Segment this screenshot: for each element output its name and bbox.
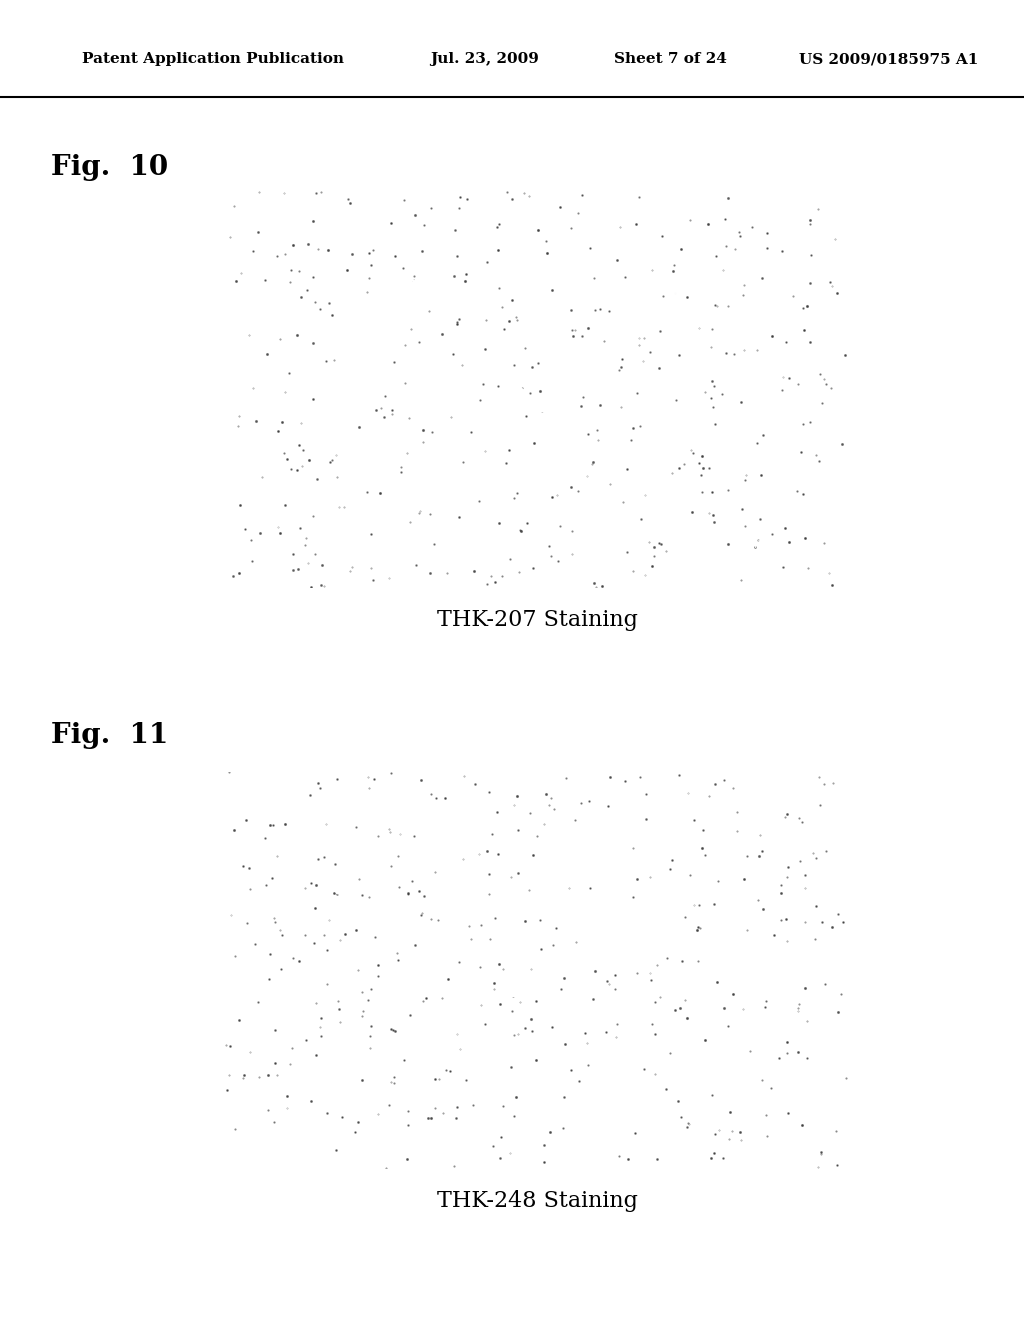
Text: 100 μm: 100 μm — [729, 537, 771, 548]
Text: 100 μm: 100 μm — [729, 1118, 771, 1129]
Text: Patent Application Publication: Patent Application Publication — [82, 53, 344, 66]
Text: Jul. 23, 2009: Jul. 23, 2009 — [430, 53, 539, 66]
Text: US 2009/0185975 A1: US 2009/0185975 A1 — [799, 53, 978, 66]
Text: Sheet 7 of 24: Sheet 7 of 24 — [614, 53, 727, 66]
Text: THK-207 Staining: THK-207 Staining — [437, 610, 638, 631]
Text: Fig.  11: Fig. 11 — [51, 722, 169, 748]
Text: THK-248 Staining: THK-248 Staining — [437, 1191, 638, 1212]
Text: Fig.  10: Fig. 10 — [51, 154, 168, 181]
